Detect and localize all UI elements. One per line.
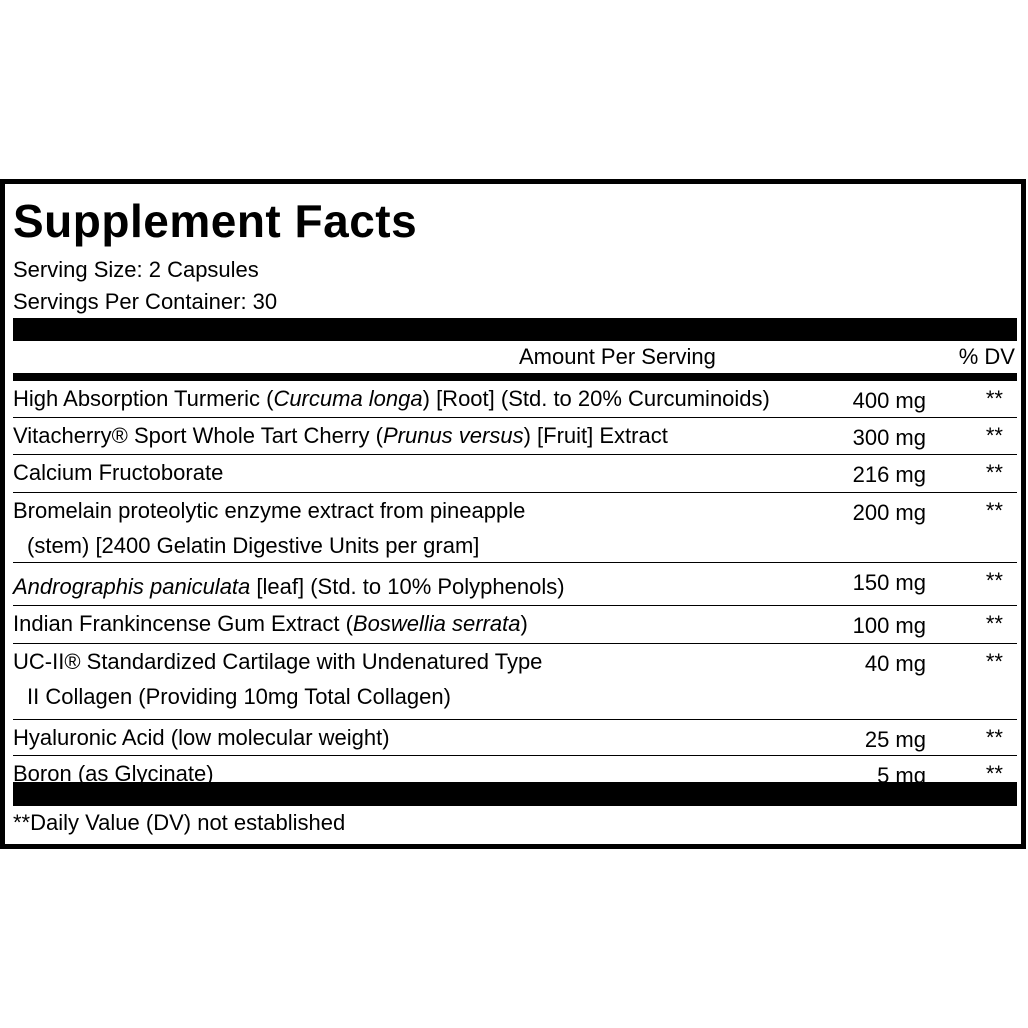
ingredient-row: Indian Frankincense Gum Extract (Boswell…	[13, 606, 1017, 644]
ingredient-name-line: Hyaluronic Acid (low molecular weight)	[13, 720, 813, 755]
name-text: [leaf] (Std. to 10% Polyphenols)	[250, 574, 565, 599]
divider-bottom	[13, 782, 1017, 806]
ingredient-dv: **	[985, 498, 1003, 523]
ingredient-name: Calcium Fructoborate	[13, 455, 813, 490]
ingredient-name: Hyaluronic Acid (low molecular weight)	[13, 720, 813, 755]
ingredient-list: High Absorption Turmeric (Curcuma longa)…	[13, 381, 1017, 790]
botanical-name: Curcuma longa	[273, 386, 423, 411]
ingredient-row: UC-II® Standardized Cartilage with Unden…	[13, 644, 1017, 720]
ingredient-name-line: Andrographis paniculata [leaf] (Std. to …	[13, 569, 813, 604]
ingredient-dv: **	[985, 423, 1003, 448]
name-text: ) [Fruit] Extract	[523, 423, 668, 448]
ingredient-row: Hyaluronic Acid (low molecular weight) 25…	[13, 720, 1017, 756]
ingredient-dv: **	[985, 568, 1003, 593]
name-text: Indian Frankincense Gum Extract (	[13, 611, 353, 636]
ingredient-amount: 25 mg	[864, 727, 926, 752]
ingredient-name-line: Indian Frankincense Gum Extract (Boswell…	[13, 606, 813, 641]
ingredient-dv: **	[985, 649, 1003, 674]
ingredient-name: Vitacherry® Sport Whole Tart Cherry (Pru…	[13, 418, 813, 453]
botanical-name: Andrographis paniculata	[13, 574, 251, 599]
ingredient-amount: 200 mg	[852, 500, 926, 525]
ingredient-name-line: Calcium Fructoborate	[13, 455, 813, 490]
botanical-name: Boswellia serrata	[352, 611, 521, 636]
ingredient-name-line: II Collagen (Providing 10mg Total Collag…	[13, 679, 813, 714]
name-text: )	[520, 611, 528, 636]
serving-size: Serving Size: 2 Capsules	[13, 257, 259, 282]
amount-per-serving-header: Amount Per Serving	[519, 344, 716, 369]
dv-header: % DV	[958, 344, 1015, 369]
ingredient-row: Andrographis paniculata [leaf] (Std. to …	[13, 563, 1017, 606]
ingredient-amount: 400 mg	[852, 388, 926, 413]
ingredient-name-line: Boron (as Glycinate)	[13, 756, 813, 791]
ingredient-row: Vitacherry® Sport Whole Tart Cherry (Pru…	[13, 418, 1017, 455]
ingredient-amount: 40 mg	[864, 651, 926, 676]
ingredient-dv: **	[985, 386, 1003, 411]
supplement-facts-panel: Supplement Facts Serving Size: 2 Capsule…	[0, 179, 1026, 849]
ingredient-amount: 216 mg	[852, 462, 926, 487]
divider-thick	[13, 318, 1017, 341]
ingredient-dv: **	[985, 725, 1003, 750]
panel-title: Supplement Facts	[13, 195, 418, 247]
name-text: Bromelain proteolytic enzyme extract fro…	[13, 498, 526, 523]
ingredient-name: Indian Frankincense Gum Extract (Boswell…	[13, 606, 813, 641]
name-text: Hyaluronic Acid (low molecular weight)	[13, 725, 390, 750]
servings-per-container: Servings Per Container: 30	[13, 289, 278, 314]
name-text: Calcium Fructoborate	[13, 460, 224, 485]
ingredient-row: Calcium Fructoborate 216 mg **	[13, 455, 1017, 493]
ingredient-name-line: High Absorption Turmeric (Curcuma longa)…	[13, 381, 813, 416]
name-text: High Absorption Turmeric (	[13, 386, 274, 411]
ingredient-dv: **	[985, 611, 1003, 636]
ingredient-dv: **	[985, 761, 1003, 786]
ingredient-name-line: (stem) [2400 Gelatin Digestive Units per…	[13, 528, 813, 563]
ingredient-name-line: Vitacherry® Sport Whole Tart Cherry (Pru…	[13, 418, 813, 453]
footnote: **Daily Value (DV) not established	[13, 810, 346, 835]
divider-medium	[13, 373, 1017, 381]
ingredient-name-line: Bromelain proteolytic enzyme extract fro…	[13, 493, 813, 528]
ingredient-name: Boron (as Glycinate)	[13, 756, 813, 791]
ingredient-amount: 150 mg	[852, 570, 926, 595]
botanical-name: Prunus versus	[382, 423, 524, 448]
ingredient-row: High Absorption Turmeric (Curcuma longa)…	[13, 381, 1017, 418]
ingredient-name: High Absorption Turmeric (Curcuma longa)…	[13, 381, 813, 416]
ingredient-name: Andrographis paniculata [leaf] (Std. to …	[13, 563, 813, 604]
ingredient-name-line: UC-II® Standardized Cartilage with Unden…	[13, 644, 813, 679]
ingredient-row: Bromelain proteolytic enzyme extract fro…	[13, 493, 1017, 563]
ingredient-dv: **	[985, 460, 1003, 485]
ingredient-row: Boron (as Glycinate) 5 mg **	[13, 756, 1017, 790]
ingredient-name: Bromelain proteolytic enzyme extract fro…	[13, 493, 813, 563]
ingredient-amount: 100 mg	[852, 613, 926, 638]
ingredient-name: UC-II® Standardized Cartilage with Unden…	[13, 644, 813, 714]
name-text: Boron (as Glycinate)	[13, 761, 214, 786]
name-text: UC-II® Standardized Cartilage with Unden…	[13, 649, 543, 674]
name-text: Vitacherry® Sport Whole Tart Cherry (	[13, 423, 383, 448]
name-text: II Collagen (Providing 10mg Total Collag…	[27, 684, 451, 709]
ingredient-amount: 300 mg	[852, 425, 926, 450]
name-text: ) [Root] (Std. to 20% Curcuminoids)	[422, 386, 770, 411]
name-text: (stem) [2400 Gelatin Digestive Units per…	[27, 533, 480, 558]
